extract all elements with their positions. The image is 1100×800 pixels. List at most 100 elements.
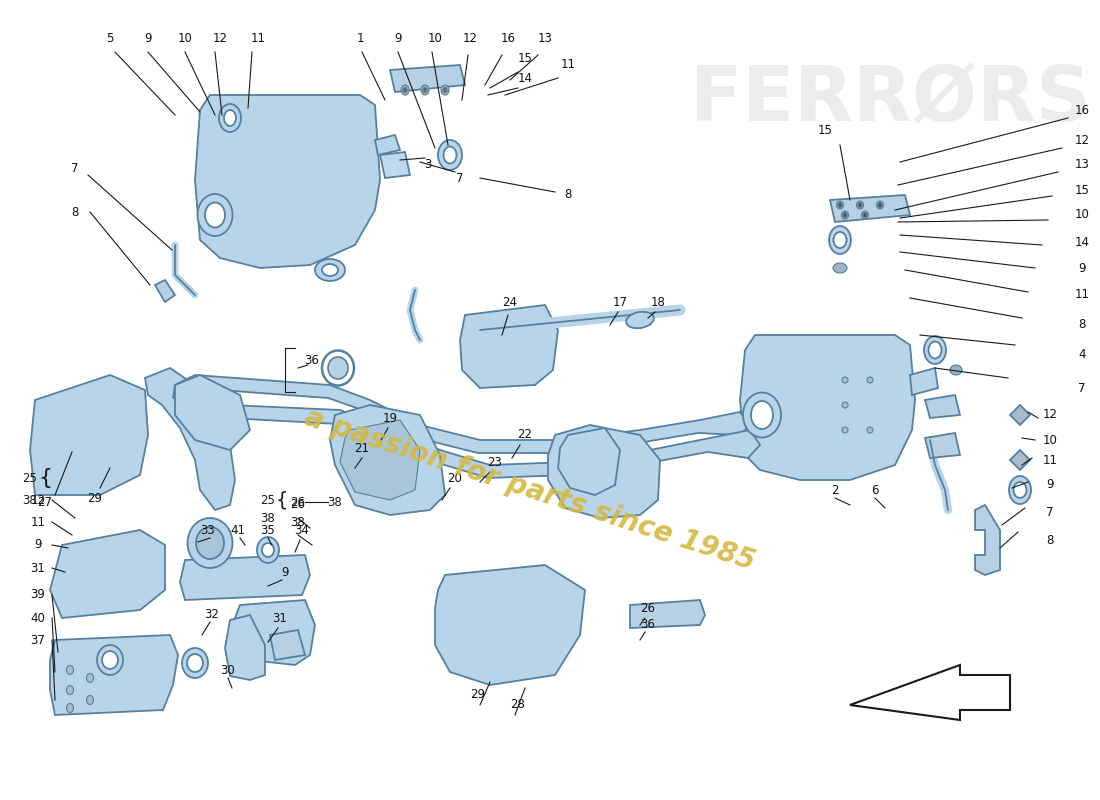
Text: 41: 41 [231,523,245,537]
Ellipse shape [858,202,862,207]
Ellipse shape [838,202,842,207]
Text: 38: 38 [290,515,306,529]
Text: 14: 14 [517,71,532,85]
Text: 29: 29 [88,491,102,505]
Ellipse shape [867,377,873,383]
Text: 10: 10 [1043,434,1057,446]
Text: 26: 26 [290,498,306,511]
Polygon shape [180,555,310,600]
Text: 7: 7 [1046,506,1054,518]
Text: 20: 20 [448,471,462,485]
Text: 26: 26 [290,495,306,509]
Text: 8: 8 [1046,534,1054,546]
Text: 24: 24 [503,295,517,309]
Polygon shape [390,65,465,92]
Polygon shape [830,195,910,222]
Text: 6: 6 [871,483,879,497]
Text: 28: 28 [510,698,526,711]
Text: 11: 11 [561,58,575,71]
Polygon shape [155,280,175,302]
Text: {: { [39,468,52,488]
Ellipse shape [842,427,848,433]
Text: 39: 39 [31,589,45,602]
Ellipse shape [87,695,94,705]
Ellipse shape [833,263,847,273]
Polygon shape [375,135,400,155]
Polygon shape [910,368,938,395]
Text: 12: 12 [1075,134,1089,146]
Polygon shape [50,530,165,618]
Ellipse shape [66,703,74,713]
Ellipse shape [843,213,847,218]
Ellipse shape [196,527,224,559]
Ellipse shape [443,146,456,163]
Polygon shape [340,420,420,500]
Text: 15: 15 [518,51,532,65]
Text: 36: 36 [640,618,656,631]
Text: 26: 26 [640,602,656,614]
Polygon shape [145,368,235,510]
Text: 10: 10 [177,31,192,45]
Text: 12: 12 [212,31,228,45]
Polygon shape [630,600,705,628]
Text: 11: 11 [1075,289,1089,302]
Ellipse shape [402,85,409,95]
Text: 14: 14 [1075,235,1089,249]
Ellipse shape [950,365,962,375]
Ellipse shape [262,543,274,557]
Ellipse shape [66,666,74,674]
Text: 17: 17 [613,295,627,309]
Text: 9: 9 [282,566,288,578]
Polygon shape [850,665,1010,720]
Text: 30: 30 [221,663,235,677]
Text: 8: 8 [72,206,79,218]
Polygon shape [460,305,558,388]
Text: 3: 3 [425,158,431,171]
Text: 32: 32 [205,609,219,622]
Ellipse shape [842,377,848,383]
Polygon shape [548,425,660,518]
Ellipse shape [424,87,427,93]
Polygon shape [270,630,305,660]
Ellipse shape [421,85,429,95]
Polygon shape [558,428,620,495]
Text: 10: 10 [1075,209,1089,222]
Ellipse shape [322,350,354,386]
Ellipse shape [867,427,873,433]
Ellipse shape [443,87,447,93]
Ellipse shape [1009,476,1031,504]
Ellipse shape [102,651,118,669]
Ellipse shape [836,201,844,209]
Ellipse shape [187,518,232,568]
Ellipse shape [861,211,869,219]
Polygon shape [379,152,410,178]
Polygon shape [330,405,446,515]
Polygon shape [925,395,960,418]
Ellipse shape [842,402,848,408]
Text: 40: 40 [31,611,45,625]
Text: 9: 9 [1078,262,1086,274]
Text: 11: 11 [1043,454,1057,466]
Ellipse shape [877,201,883,209]
Ellipse shape [328,357,348,379]
Text: 8: 8 [1078,318,1086,331]
Ellipse shape [315,259,345,281]
Ellipse shape [219,104,241,132]
Text: {: { [276,490,288,510]
Polygon shape [1010,405,1030,425]
Text: 22: 22 [517,429,532,442]
Polygon shape [235,600,315,665]
Text: 18: 18 [650,295,666,309]
Ellipse shape [198,194,232,236]
Ellipse shape [928,342,942,358]
Ellipse shape [97,645,123,675]
Text: 12: 12 [462,31,477,45]
Ellipse shape [842,211,848,219]
Text: 36: 36 [305,354,319,366]
Text: 5: 5 [107,31,113,45]
Ellipse shape [205,202,225,227]
Polygon shape [925,433,960,458]
Text: 33: 33 [200,523,216,537]
Ellipse shape [187,654,204,672]
Ellipse shape [87,674,94,682]
